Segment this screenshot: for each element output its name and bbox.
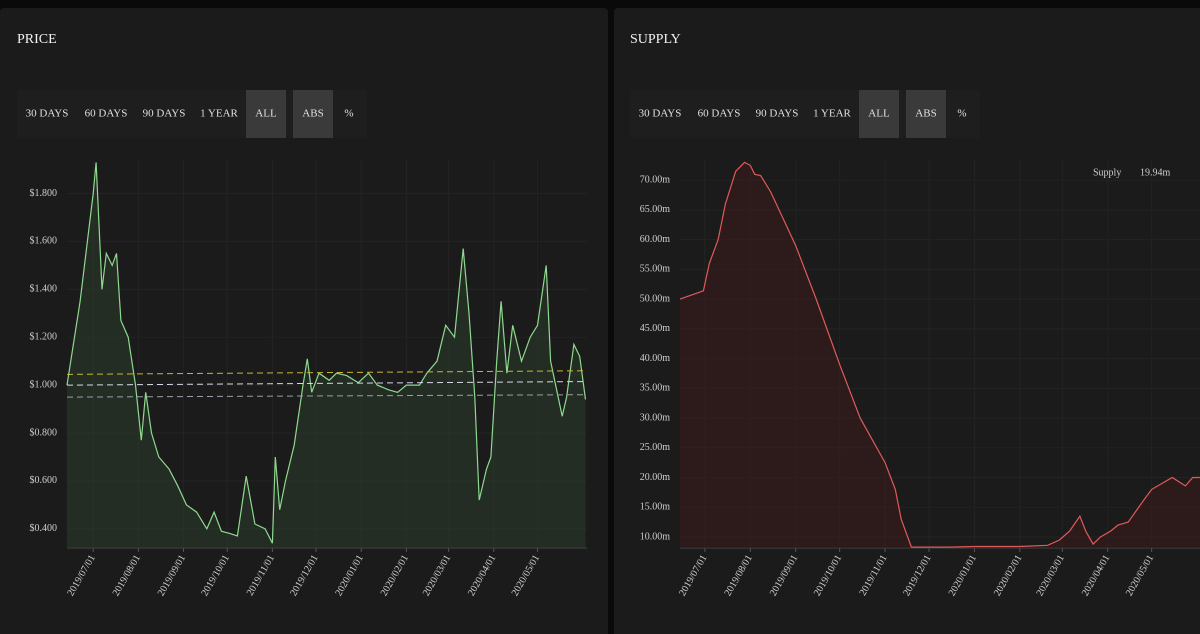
legend-value: 19.94m (1140, 167, 1171, 178)
y-tick-label: 35.00m (640, 383, 671, 394)
filter-button[interactable]: ABS (915, 108, 936, 120)
filter-button[interactable]: 90 DAYS (756, 108, 799, 120)
y-tick-label: 25.00m (640, 442, 671, 453)
y-tick-label: $1.000 (30, 379, 58, 390)
y-tick-label: $1.800 (30, 188, 58, 199)
filter-button[interactable]: 60 DAYS (85, 108, 128, 120)
y-tick-label: 15.00m (640, 502, 671, 513)
y-tick-label: $0.400 (30, 523, 58, 534)
filter-button[interactable]: 1 YEAR (200, 108, 238, 120)
y-tick-label: 10.00m (640, 531, 671, 542)
filter-button[interactable]: ALL (868, 108, 890, 120)
reference-line (66, 394, 588, 398)
y-tick-label: $1.400 (30, 284, 58, 295)
button-active-bg (859, 90, 899, 138)
button-active-bg (293, 90, 333, 138)
filter-button[interactable]: 1 YEAR (813, 108, 851, 120)
button-active-bg (906, 90, 946, 138)
filter-button[interactable]: ABS (302, 108, 323, 120)
reference-line (66, 370, 588, 375)
y-tick-label: 65.00m (640, 204, 671, 215)
y-tick-label: 50.00m (640, 293, 671, 304)
filter-button[interactable]: 30 DAYS (26, 108, 69, 120)
series-area (680, 162, 1200, 548)
y-tick-label: 60.00m (640, 234, 671, 245)
y-tick-label: 30.00m (640, 412, 671, 423)
y-tick-label: $0.800 (30, 427, 58, 438)
y-tick-label: 70.00m (640, 175, 671, 186)
filter-button[interactable]: 30 DAYS (639, 108, 682, 120)
y-tick-label: 55.00m (640, 264, 671, 275)
series-area (67, 162, 586, 548)
panel-title: PRICE (17, 32, 57, 47)
filter-button[interactable]: 90 DAYS (143, 108, 186, 120)
y-tick-label: 40.00m (640, 353, 671, 364)
filter-button[interactable]: 60 DAYS (698, 108, 741, 120)
reference-line (66, 381, 588, 386)
y-tick-label: $0.600 (30, 475, 58, 486)
filter-button[interactable]: % (344, 108, 353, 120)
legend-label: Supply (1093, 167, 1121, 178)
series-line (679, 161, 1200, 548)
y-tick-label: 20.00m (640, 472, 671, 483)
y-tick-label: $1.600 (30, 236, 58, 247)
button-active-bg (246, 90, 286, 138)
filter-button[interactable]: % (957, 108, 966, 120)
y-tick-label: 45.00m (640, 323, 671, 334)
panel-title: SUPPLY (630, 32, 681, 47)
y-tick-label: $1.200 (30, 332, 58, 343)
series-line (66, 162, 587, 544)
filter-button[interactable]: ALL (255, 108, 277, 120)
